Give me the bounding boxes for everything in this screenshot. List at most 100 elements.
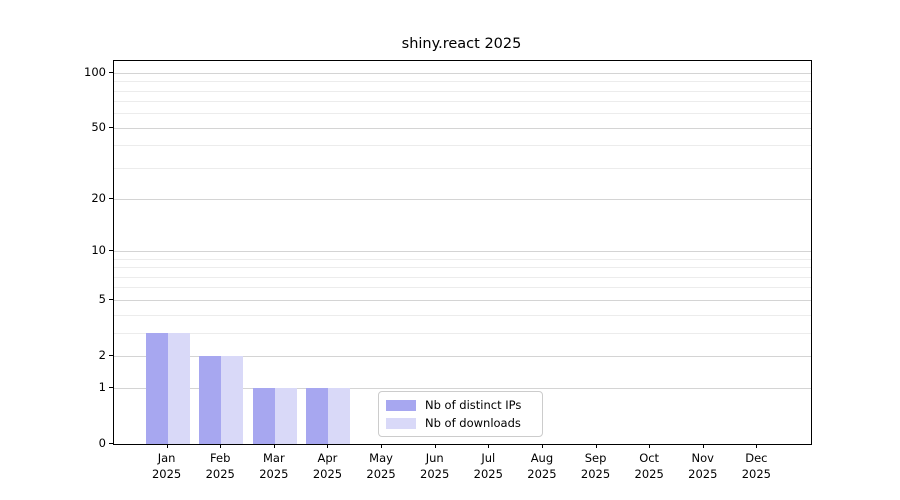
gridline-minor (114, 90, 811, 92)
x-tick-mark (166, 444, 168, 448)
x-tick-mark (595, 444, 597, 448)
gridline-major (114, 127, 811, 129)
x-tick-year: 2025 (366, 467, 396, 481)
gridline-major (114, 72, 811, 74)
legend-swatch-distinct-ips-icon (386, 399, 416, 411)
x-axis-tick-label: Aug 2025 (515, 450, 569, 482)
chart-title: shiny.react 2025 (401, 36, 522, 52)
legend-item-downloads: Nb of downloads (386, 415, 533, 431)
x-tick-mark (220, 444, 222, 448)
gridline-major (114, 251, 811, 253)
y-axis-tick-label: 100 (84, 64, 106, 79)
x-axis-tick-label: Feb 2025 (193, 450, 247, 482)
plot-area (113, 60, 812, 445)
x-tick-month: Feb (210, 451, 231, 465)
x-tick-mark (327, 444, 329, 448)
x-tick-month: Dec (745, 451, 768, 465)
gridline-major (114, 199, 811, 201)
gridline-major (114, 388, 811, 390)
x-tick-month: Apr (317, 451, 338, 465)
x-tick-mark (541, 444, 543, 448)
x-tick-month: Jul (481, 451, 496, 465)
x-tick-year: 2025 (741, 467, 772, 481)
x-tick-year: 2025 (205, 467, 235, 481)
legend: Nb of distinct IPs Nb of downloads (378, 391, 543, 437)
bar-nb-of-downloads-feb (221, 355, 244, 444)
gridline-minor (114, 145, 811, 147)
x-axis-tick-label: Sep 2025 (569, 450, 623, 482)
x-tick-mark (649, 444, 651, 448)
gridline-minor (114, 276, 811, 278)
x-tick-mark (488, 444, 490, 448)
y-tick-mark (109, 298, 113, 300)
y-axis-tick-label: 5 (98, 291, 106, 306)
x-tick-mark (702, 444, 704, 448)
x-tick-mark (434, 444, 436, 448)
y-tick-mark (109, 198, 113, 200)
x-axis-tick-label: Jul 2025 (461, 450, 515, 482)
x-tick-month: Mar (262, 451, 285, 465)
bar-nb-of-distinct-ips-jan (145, 332, 168, 444)
gridline-major (114, 355, 811, 357)
x-tick-year: 2025 (580, 467, 611, 481)
y-tick-mark (109, 387, 113, 389)
x-tick-month: Jun (425, 451, 444, 465)
x-tick-month: Nov (691, 451, 714, 465)
gridline-minor (114, 81, 811, 83)
gridline-minor (114, 287, 811, 289)
gridline-major (114, 299, 811, 301)
x-tick-year: 2025 (151, 467, 182, 481)
x-axis-tick-label: Jun 2025 (408, 450, 462, 482)
bar-nb-of-distinct-ips-mar (252, 388, 275, 444)
x-tick-year: 2025 (312, 467, 343, 481)
x-axis-tick-label: Apr 2025 (300, 450, 354, 482)
gridline-minor (114, 314, 811, 316)
y-axis-tick-label: 10 (91, 243, 106, 258)
x-tick-mark (273, 444, 275, 448)
y-axis-tick-label: 0 (98, 436, 106, 450)
x-tick-month: Oct (639, 451, 660, 465)
y-axis-tick-label: 50 (91, 119, 106, 134)
bar-nb-of-distinct-ips-apr (306, 388, 329, 444)
y-tick-mark (109, 250, 113, 252)
y-tick-mark (109, 443, 113, 444)
y-tick-mark (109, 126, 113, 128)
x-axis-tick-label: Jan 2025 (140, 450, 194, 482)
y-tick-mark (109, 354, 113, 356)
x-tick-year: 2025 (634, 467, 664, 481)
x-tick-month: May (369, 451, 393, 465)
legend-label-distinct-ips: Nb of distinct IPs (425, 398, 522, 412)
gridline-minor (114, 267, 811, 269)
gridline-minor (114, 101, 811, 103)
gridline-minor (114, 258, 811, 260)
x-axis-tick-label: Oct 2025 (622, 450, 676, 482)
bar-nb-of-downloads-apr (328, 388, 351, 444)
legend-item-distinct-ips: Nb of distinct IPs (386, 397, 533, 413)
x-axis-tick-label: Mar 2025 (247, 450, 301, 482)
x-tick-month: Aug (530, 451, 554, 465)
x-tick-mark (381, 444, 383, 448)
bar-nb-of-downloads-mar (274, 388, 297, 444)
legend-label-downloads: Nb of downloads (425, 416, 521, 430)
x-tick-year: 2025 (259, 467, 289, 481)
x-axis-tick-label: Dec 2025 (729, 450, 783, 482)
y-axis-tick-label: 20 (91, 191, 106, 206)
x-tick-mark (756, 444, 758, 448)
x-tick-year: 2025 (473, 467, 503, 481)
gridline-minor (114, 332, 811, 334)
x-tick-year: 2025 (688, 467, 718, 481)
y-axis-tick-label: 1 (98, 380, 106, 395)
x-tick-year: 2025 (527, 467, 557, 481)
x-tick-month: Jan (157, 451, 176, 465)
y-axis-tick-label: 2 (98, 347, 106, 362)
x-axis-tick-label: Nov 2025 (676, 450, 730, 482)
gridline-minor (114, 113, 811, 115)
bar-nb-of-downloads-jan (167, 332, 190, 444)
x-axis-tick-label: May 2025 (354, 450, 408, 482)
bar-nb-of-distinct-ips-feb (199, 355, 222, 444)
y-tick-mark (109, 71, 113, 73)
legend-swatch-downloads-icon (386, 417, 416, 429)
gridline-minor (114, 167, 811, 169)
x-tick-month: Sep (584, 451, 607, 465)
